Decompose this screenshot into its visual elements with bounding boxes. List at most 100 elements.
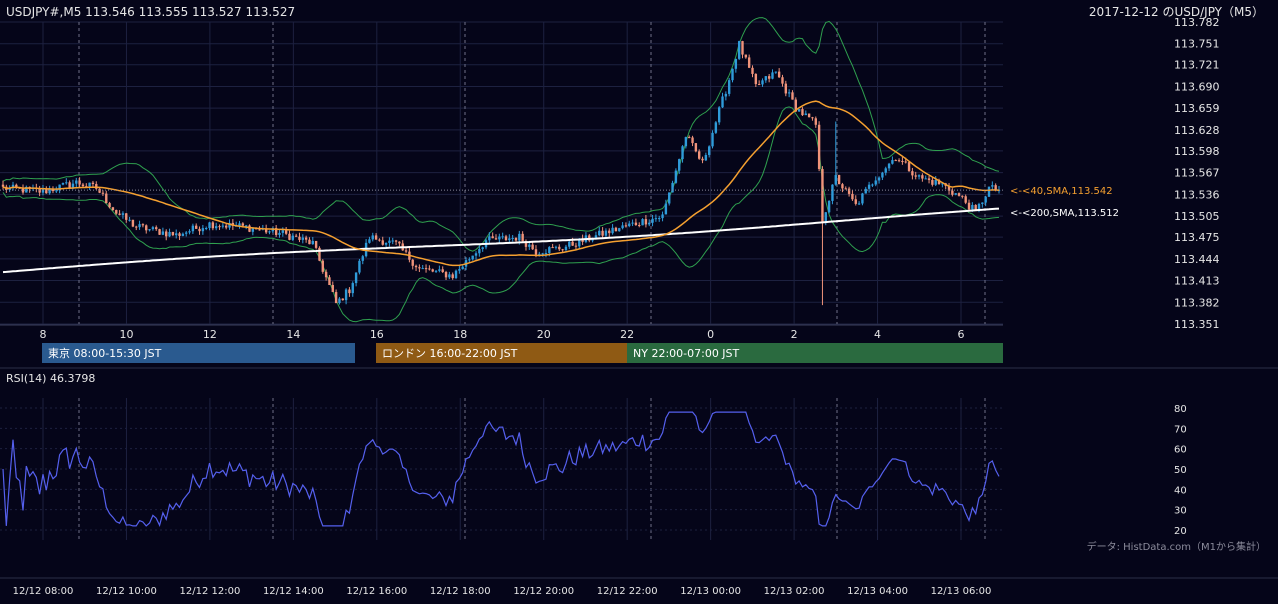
candle (121, 211, 125, 219)
candle (301, 234, 304, 244)
candle (471, 255, 474, 261)
rsi-tick-label: 40 (1174, 485, 1187, 496)
candle (494, 234, 498, 240)
candle (448, 271, 451, 280)
session-label: NY 22:00-07:00 JST (633, 347, 740, 360)
candle (188, 229, 191, 235)
candle (661, 211, 664, 222)
rsi-tick-label: 60 (1174, 445, 1187, 456)
time-tick-label: 8 (40, 328, 47, 341)
time-tick-label: 20 (537, 328, 551, 341)
rsi-time-tick-label: 12/12 08:00 (13, 586, 74, 597)
candle (844, 186, 847, 190)
candle (771, 69, 774, 80)
session-label: 東京 08:00-15:30 JST (48, 346, 162, 360)
candle (334, 289, 338, 304)
candle (684, 136, 688, 149)
chart-title: 2017-12-12 のUSD/JPY（M5） (1089, 5, 1264, 19)
candle (418, 264, 421, 272)
candle (268, 230, 271, 235)
time-tick-label: 14 (286, 328, 300, 341)
candle (674, 168, 678, 184)
candle (941, 183, 944, 188)
candle (324, 269, 328, 281)
candle (191, 223, 195, 234)
candle (874, 176, 877, 187)
candle (185, 230, 188, 237)
candle (804, 110, 807, 116)
candle (25, 185, 28, 193)
candle (454, 269, 458, 280)
candle (65, 178, 68, 185)
rsi-panel: 80 70 60 50 40 30 20 (0, 404, 1187, 537)
candle (131, 219, 135, 228)
candle (877, 176, 881, 184)
rsi-label: RSI(14) 46.3798 (6, 372, 95, 385)
candle (544, 249, 548, 258)
candle (81, 182, 85, 188)
candle (671, 180, 674, 193)
candle (21, 184, 25, 195)
candle (85, 183, 88, 188)
candle (291, 233, 295, 241)
time-tick-label: 10 (119, 328, 133, 341)
candle (321, 259, 324, 274)
candle (108, 201, 111, 209)
candle (724, 91, 728, 101)
candle (701, 156, 704, 164)
time-tick-label: 16 (370, 328, 384, 341)
candle (611, 224, 614, 235)
candle (757, 80, 761, 86)
session-0: 東京 08:00-15:30 JST (42, 343, 355, 363)
candle (488, 232, 491, 245)
price-axis: 113.782 113.751 113.721 113.690 113.659 113.6… (1174, 16, 1220, 331)
price-tick-label: 113.659 (1174, 102, 1220, 115)
price-tick-label: 113.444 (1174, 253, 1220, 266)
candle (214, 222, 218, 231)
candle (951, 188, 954, 197)
candle (658, 215, 661, 222)
candle (634, 218, 638, 226)
candle (458, 265, 461, 274)
candle (717, 106, 721, 125)
candle (854, 195, 857, 206)
candle (987, 186, 991, 197)
candle (814, 116, 817, 128)
candle (414, 264, 418, 272)
candle (331, 281, 334, 293)
candle (288, 230, 291, 241)
rsi-time-tick-label: 12/12 10:00 (96, 586, 157, 597)
candle (734, 58, 738, 73)
rsi-time-tick-label: 12/13 06:00 (931, 586, 992, 597)
candle (498, 233, 501, 243)
candle (294, 233, 298, 237)
candle (338, 297, 341, 305)
candle (964, 194, 967, 205)
candle (621, 222, 624, 230)
candle (927, 175, 931, 184)
sma40-label: <-<40,SMA,113.542 (1010, 186, 1113, 197)
candle (434, 270, 438, 274)
price-tick-label: 113.536 (1174, 188, 1220, 201)
candle (737, 40, 741, 61)
rsi-time-tick-label: 12/12 14:00 (263, 586, 324, 597)
candle (827, 200, 831, 214)
candle (678, 158, 681, 174)
candle (451, 272, 454, 280)
moving-averages (2, 100, 1000, 274)
candle (125, 213, 128, 223)
candle (638, 222, 641, 228)
sma200-line (2, 207, 1000, 274)
candle (921, 173, 924, 182)
candle (821, 166, 824, 306)
session-bar: 東京 08:00-15:30 JST ロンドン 16:00-22:00 JST NY… (42, 343, 1003, 363)
candle (851, 190, 854, 201)
candle (774, 71, 778, 74)
candle (238, 220, 241, 229)
candle (777, 68, 781, 78)
candle (138, 220, 141, 230)
candle (554, 245, 558, 250)
candle (797, 109, 801, 112)
candle (891, 156, 894, 165)
candle (931, 177, 934, 187)
